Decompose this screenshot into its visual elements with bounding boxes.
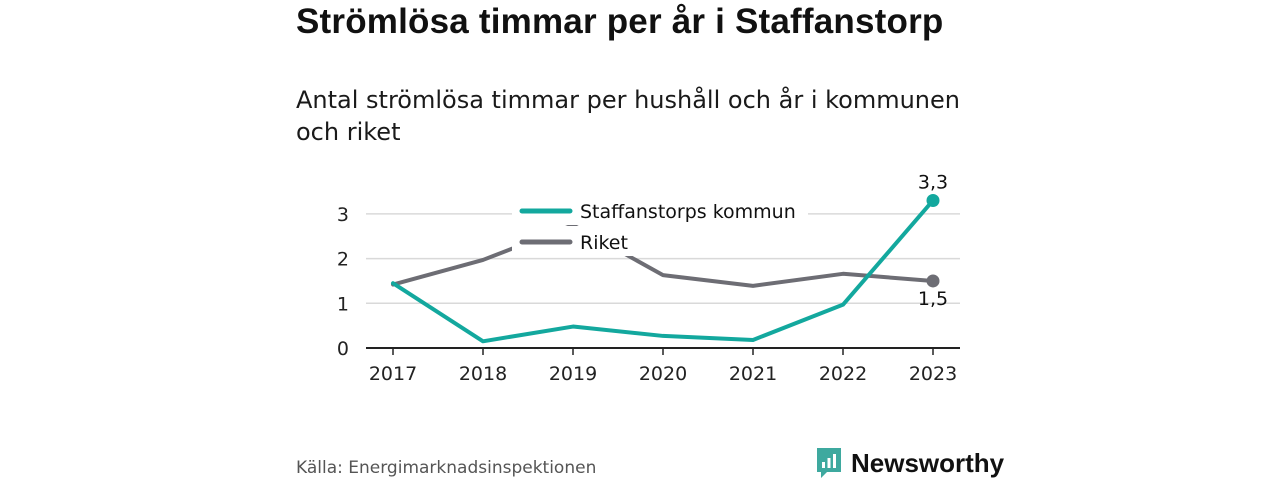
series-lines xyxy=(391,193,940,344)
x-tick-label: 2023 xyxy=(909,363,957,385)
series-endpoint-riket xyxy=(926,274,940,288)
y-tick-label: 3 xyxy=(337,204,349,226)
x-axis: 2017 2018 2019 2020 2021 2022 2023 xyxy=(366,347,960,385)
series-endpoint-staffanstorp xyxy=(926,193,940,207)
y-tick-label: 0 xyxy=(337,338,349,360)
x-tick-label: 2017 xyxy=(369,363,417,385)
x-tick-label: 2018 xyxy=(459,363,507,385)
line-chart: 0 1 2 3 2017 2018 2019 2020 2021 2022 2023 Staffa… xyxy=(337,171,960,385)
newsworthy-logo-text: Newsworthy xyxy=(851,447,1005,478)
newsworthy-logo: Newsworthy xyxy=(815,446,1004,480)
chart-title: Strömlösa timmar per år i Staffanstorp xyxy=(296,2,944,41)
legend-label: Staffanstorps kommun xyxy=(580,201,796,223)
x-tick-label: 2021 xyxy=(729,363,777,385)
end-label-staffanstorp: 3,3 xyxy=(918,171,948,193)
series-line-staffanstorp xyxy=(391,198,935,344)
y-axis: 0 1 2 3 xyxy=(337,204,349,360)
grid-layer xyxy=(366,213,960,305)
legend: Staffanstorps kommun Riket xyxy=(512,195,808,256)
x-tick-label: 2019 xyxy=(549,363,597,385)
x-tick-label: 2020 xyxy=(639,363,687,385)
y-tick-label: 2 xyxy=(337,249,349,271)
source-note: Källa: Energimarknadsinspektionen xyxy=(296,458,597,478)
chart-subtitle: Antal strömlösa timmar per hushåll och å… xyxy=(296,86,960,146)
legend-label: Riket xyxy=(580,232,628,254)
x-tick-label: 2022 xyxy=(819,363,867,385)
end-label-riket: 1,5 xyxy=(918,288,948,310)
y-tick-label: 1 xyxy=(337,293,349,315)
series-line-riket xyxy=(391,223,935,288)
end-labels: 3,3 1,5 xyxy=(918,171,948,309)
newsworthy-logo-icon xyxy=(817,448,841,478)
